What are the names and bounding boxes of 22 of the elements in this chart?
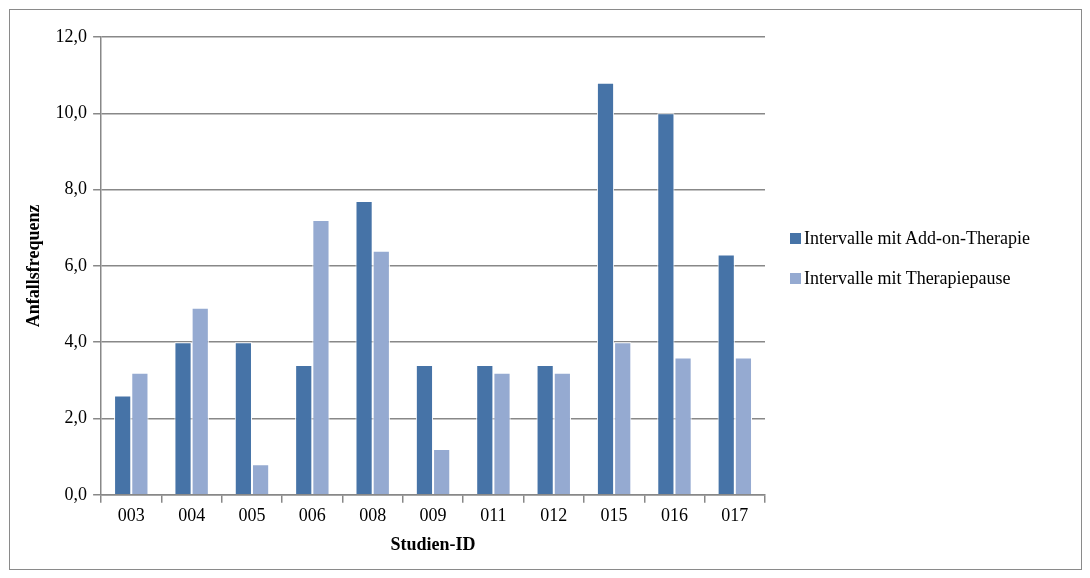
x-tick-label: 009 xyxy=(419,505,447,526)
x-tick-label: 005 xyxy=(238,505,266,526)
y-tick-label: 8,0 xyxy=(64,178,88,199)
x-tick-label: 011 xyxy=(480,505,507,526)
y-tick-label: 0,0 xyxy=(64,483,88,504)
x-tick-label: 017 xyxy=(721,505,749,526)
y-tick-label: 10,0 xyxy=(55,102,88,123)
y-tick-label: 12,0 xyxy=(55,25,88,46)
x-tick-label: 003 xyxy=(117,505,145,526)
x-tick-label: 012 xyxy=(540,505,568,526)
x-tick-label: 015 xyxy=(600,505,628,526)
legend-label: Intervalle mit Therapiepause xyxy=(804,267,1011,290)
y-tick-label: 6,0 xyxy=(64,254,88,275)
x-tick-label: 008 xyxy=(359,505,387,526)
x-tick-label: 004 xyxy=(178,505,206,526)
x-tick-label: 016 xyxy=(660,505,688,526)
legend-label: Intervalle mit Add-on-Therapie xyxy=(804,227,1030,250)
y-axis-title: Anfallsfrequenz xyxy=(23,204,44,328)
x-axis-title: Studien-ID xyxy=(390,533,476,554)
x-tick-label: 006 xyxy=(298,505,326,526)
y-tick-label: 2,0 xyxy=(64,407,88,428)
y-tick-label: 4,0 xyxy=(64,330,88,351)
